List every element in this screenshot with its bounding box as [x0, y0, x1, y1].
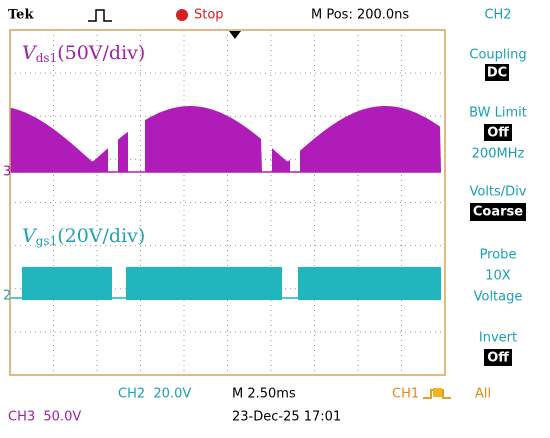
ch2-scale: CH2 20.0V	[118, 387, 191, 402]
vds-waveform	[300, 106, 441, 172]
menu-value[interactable]: Off	[487, 351, 509, 366]
trace-label: Vds1(50V/div)	[22, 42, 145, 65]
side-menu: Coupling DC BW Limit Off 200MHz Volts/Di…	[469, 48, 527, 366]
vds-waveform	[118, 131, 128, 172]
menu-value[interactable]: Coarse	[473, 205, 523, 220]
horizontal-position: M Pos: 200.0ns	[311, 8, 409, 23]
vds-waveform	[145, 106, 262, 172]
channel-marker: 3	[3, 165, 11, 180]
menu-value-box[interactable]	[484, 349, 512, 366]
trigger-level-box	[433, 388, 442, 397]
menu-label: 200MHz	[472, 147, 525, 162]
vds-waveform	[272, 148, 290, 172]
trigger-icon	[88, 9, 112, 22]
menu-label: BW Limit	[469, 106, 527, 121]
trace-subscript: gs1	[36, 234, 57, 248]
menu-value-box[interactable]	[470, 203, 526, 221]
trace-label: Vgs1(20V/div)	[22, 225, 145, 248]
vds-waveform	[10, 107, 108, 172]
menu-value-box[interactable]	[485, 64, 509, 81]
timebase: M 2.50ms	[232, 387, 296, 402]
timestamp: 23-Dec-25 17:01	[232, 410, 341, 425]
trace-symbol: V	[22, 42, 38, 64]
trace-scale: (20V/div)	[57, 225, 145, 247]
run-status: Stop	[194, 8, 224, 23]
vgs-waveform	[22, 267, 112, 300]
brand: Tek	[8, 8, 34, 23]
menu-label: Probe	[480, 248, 517, 263]
graticule-border	[9, 29, 446, 376]
menu-label: Volts/Div	[469, 185, 526, 200]
stop-indicator	[176, 9, 188, 21]
trace-subscript: ds1	[36, 51, 57, 65]
menu-label: 10X	[485, 269, 511, 284]
channel-marker: 2	[3, 289, 11, 304]
trigger-source: CH1	[392, 387, 419, 402]
menu-value-box[interactable]	[484, 124, 512, 141]
trace-symbol: V	[22, 225, 38, 247]
menu-label: Voltage	[474, 290, 523, 305]
waveforms	[10, 106, 441, 300]
vgs-waveform	[126, 267, 282, 300]
vgs-waveform	[298, 267, 441, 300]
menu-value[interactable]: DC	[487, 66, 507, 81]
menu-label: Coupling	[469, 48, 526, 63]
trace-scale: (50V/div)	[57, 42, 145, 64]
menu-value[interactable]: Off	[487, 126, 509, 141]
trigger-mode: All	[475, 387, 491, 402]
menu-label: Invert	[479, 331, 517, 346]
ch3-scale: CH3 50.0V	[8, 410, 81, 425]
trigger-position-arrow	[229, 31, 241, 39]
menu-channel: CH2	[484, 8, 511, 23]
